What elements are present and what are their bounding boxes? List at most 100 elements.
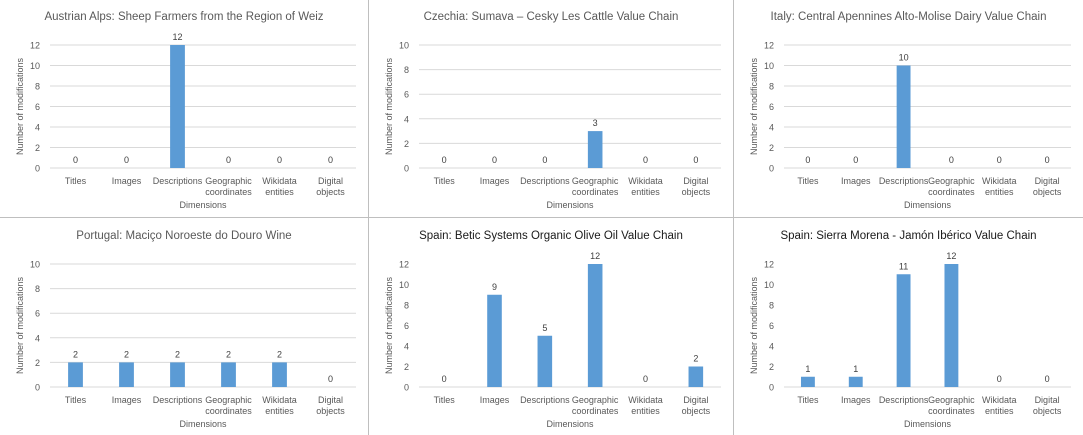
y-tick-label: 6 [35,102,40,112]
x-tick-label-line: entities [631,406,660,416]
x-tick-label-line: Digital [1035,395,1060,405]
x-tick-label: Descriptions [153,176,203,186]
y-axis-label: Number of modifications [384,276,394,374]
x-tick-label: Geographic coordinates [572,395,619,416]
y-tick-label: 4 [35,123,40,133]
data-label: 3 [593,118,598,128]
x-tick-label-line: Wikidata [628,176,663,186]
bar [68,362,83,387]
y-tick-label: 8 [769,301,774,311]
x-tick-label-line: objects [682,406,711,416]
x-tick-label-line: entities [985,406,1014,416]
x-tick-label-line: coordinates [205,187,252,197]
x-tick-label: Digital objects [1033,176,1062,197]
y-tick-label: 8 [404,301,409,311]
y-tick-label: 0 [404,164,409,174]
chart-czechia: Czechia: Sumava – Cesky Les Cattle Value… [384,11,721,210]
y-axis-label: Number of modifications [749,276,759,374]
y-tick-label: 10 [30,260,40,270]
chart-panel-portugal: Portugal: Maciço Noroeste do Douro Wine 0… [0,219,368,435]
y-tick-label: 8 [35,284,40,294]
data-label: 12 [590,251,600,261]
bar [170,45,185,168]
y-tick-label: 10 [764,280,774,290]
x-tick-label-line: objects [316,187,345,197]
x-tick-label-line: Titles [434,176,456,186]
x-tick-label: Wikidata entities [982,176,1017,197]
bar [944,264,959,387]
data-label: 0 [73,155,78,165]
data-label: 0 [693,155,698,165]
x-tick-label-line: objects [1033,187,1062,197]
y-tick-label: 2 [769,362,774,372]
x-tick-label: Descriptions [520,395,570,405]
y-tick-label: 0 [35,164,40,174]
x-tick-label-line: Images [112,395,142,405]
x-tick-label-line: Geographic [928,395,975,405]
y-tick-label: 6 [769,102,774,112]
x-tick-label-line: Geographic [205,176,252,186]
y-tick-label: 0 [35,383,40,393]
x-tick-label-line: Wikidata [982,395,1017,405]
chart-title: Spain: Sierra Morena - Jamón Ibérico Val… [780,230,1036,242]
bar [587,131,603,168]
y-tick-label: 2 [35,143,40,153]
chart-title: Italy: Central Apennines Alto-Molise Dai… [771,11,1047,23]
x-tick-label: Titles [434,176,456,186]
x-tick-label-line: Descriptions [153,395,203,405]
x-tick-label: Geographic coordinates [205,176,252,197]
x-tick-label: Images [841,395,871,405]
x-tick-label-line: Titles [797,395,819,405]
data-label: 0 [442,374,447,384]
y-tick-label: 2 [769,143,774,153]
x-tick-label: Titles [65,395,87,405]
y-axis-label: Number of modifications [15,57,25,155]
x-axis-label: Dimensions [904,200,952,210]
y-tick-label: 4 [404,114,409,124]
x-tick-label: Titles [65,176,87,186]
x-tick-label-line: Titles [65,395,87,405]
x-tick-label-line: Images [480,176,510,186]
x-tick-label: Geographic coordinates [928,395,975,416]
x-axis-label: Dimensions [546,419,594,429]
y-tick-label: 6 [769,321,774,331]
chart-italy: Italy: Central Apennines Alto-Molise Dai… [749,11,1071,210]
x-tick-label-line: Wikidata [262,395,297,405]
data-label: 0 [442,155,447,165]
y-axis-label: Number of modifications [384,57,394,155]
data-label: 1 [805,364,810,374]
x-tick-label-line: Geographic [572,395,619,405]
data-label: 2 [277,349,282,359]
x-tick-label: Wikidata entities [628,395,663,416]
y-tick-label: 6 [404,90,409,100]
y-tick-label: 12 [764,260,774,270]
y-axis-label: Number of modifications [749,57,759,155]
y-tick-label: 4 [404,342,409,352]
x-tick-label-line: Geographic [572,176,619,186]
data-label: 0 [328,155,333,165]
panel-divider [0,217,1083,218]
bar [170,362,185,387]
bar [487,294,502,387]
data-label: 11 [899,261,908,271]
x-tick-label-line: entities [265,406,294,416]
data-label: 0 [277,155,282,165]
x-tick-label-line: objects [316,406,345,416]
x-tick-label: Digital objects [1033,395,1062,416]
x-tick-label-line: entities [631,187,660,197]
x-tick-label-line: Descriptions [520,176,570,186]
chart-austria: Austrian Alps: Sheep Farmers from the Re… [15,11,356,210]
x-tick-label: Wikidata entities [982,395,1017,416]
y-tick-label: 10 [399,41,409,51]
bar [896,274,911,387]
y-tick-label: 2 [35,358,40,368]
data-label: 0 [805,155,810,165]
x-tick-label: Geographic coordinates [205,395,252,416]
x-tick-label-line: coordinates [205,406,252,416]
y-tick-label: 4 [35,333,40,343]
x-tick-label: Titles [797,176,819,186]
x-tick-label: Images [112,176,142,186]
y-tick-label: 4 [769,342,774,352]
x-tick-label: Wikidata entities [262,176,297,197]
